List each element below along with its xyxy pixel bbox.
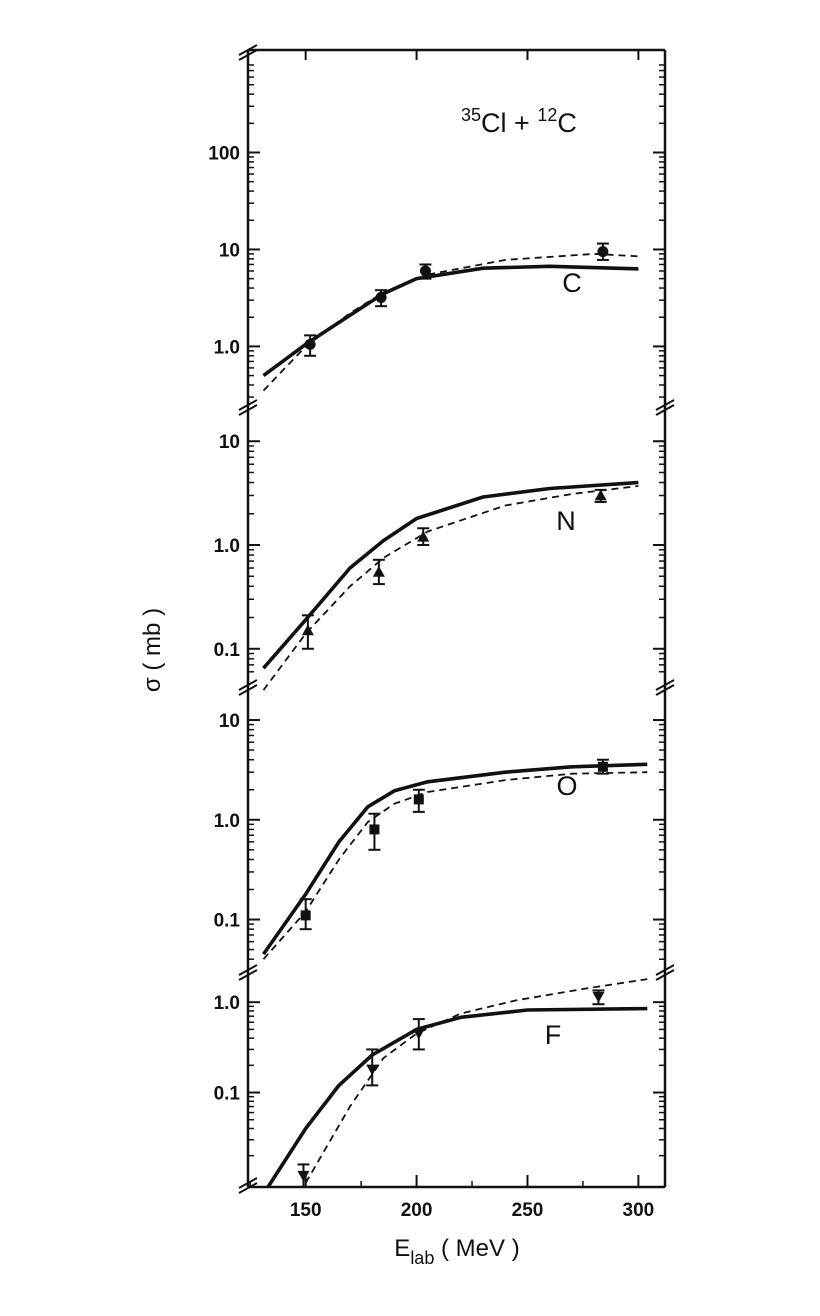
x-tick-label: 200	[401, 1200, 433, 1221]
chart-title: 35Cl + 12C	[461, 105, 577, 138]
data-point-triangle-down	[412, 1028, 425, 1040]
break-mark-left-2-b	[238, 684, 258, 696]
panel-label-c: C	[562, 268, 582, 298]
y-axis-title: σ ( mb )	[139, 608, 166, 692]
panel-label-o: O	[556, 771, 577, 801]
data-point-square	[369, 824, 380, 835]
panel-label-n: N	[556, 506, 576, 536]
y-tick-label: 10	[219, 711, 240, 732]
y-tick-label: 0.1	[214, 640, 241, 661]
data-point-triangle-up	[372, 565, 385, 577]
break-mark-right-1-a	[655, 399, 675, 411]
break-mark-top-left-a	[238, 44, 258, 56]
data-point-triangle-up	[594, 489, 607, 501]
break-mark-top-left-b	[238, 49, 258, 61]
break-mark-right-3-a	[655, 964, 675, 976]
data-point-square	[597, 761, 608, 772]
solid-curve-c	[262, 264, 639, 378]
break-mark-right-2-a	[655, 679, 675, 691]
panel-c: 1.0 10 100 C	[208, 64, 665, 398]
solid-curve-o	[262, 762, 648, 956]
dashed-curve-o	[262, 771, 648, 960]
break-mark-left-2-a	[238, 679, 258, 691]
y-tick-label: 100	[208, 144, 240, 165]
x-axis-title: Elab ( MeV )	[394, 1235, 519, 1268]
dashed-curve-n	[262, 485, 639, 691]
y-tick-label: 1.0	[214, 337, 240, 358]
break-mark-bottom-left-a	[238, 1177, 258, 1189]
data-point-circle	[419, 265, 431, 277]
data-point-triangle-down	[366, 1064, 379, 1076]
solid-curve-f	[266, 1006, 648, 1188]
data-point-square	[300, 910, 311, 921]
break-mark-bottom-left-b	[238, 1182, 258, 1194]
data-point-circle	[375, 291, 387, 303]
panel-label-f: F	[545, 1020, 562, 1050]
y-tick-label: 1.0	[214, 536, 240, 557]
data-point-circle	[304, 338, 316, 350]
dashed-curve-f	[304, 978, 648, 1184]
break-mark-left-3-a	[238, 964, 258, 976]
solid-curve-n	[262, 480, 639, 670]
x-tick-label: 300	[623, 1200, 655, 1221]
data-point-square	[413, 794, 424, 805]
break-mark-left-1-b	[238, 404, 258, 416]
data-point-triangle-down	[297, 1170, 310, 1182]
y-tick-label: 10	[219, 432, 240, 453]
y-tick-label: 1.0	[214, 811, 240, 832]
x-tick-label: 250	[512, 1200, 544, 1221]
y-tick-label: 0.1	[214, 911, 241, 932]
panel-o: 0.1 1.0 10 O	[214, 711, 665, 960]
x-tick-label: 150	[290, 1200, 322, 1221]
y-tick-label: 1.0	[214, 993, 240, 1014]
y-tick-label: 0.1	[214, 1084, 241, 1105]
break-mark-right-3-b	[655, 969, 675, 981]
break-mark-left-3-b	[238, 969, 258, 981]
data-point-triangle-up	[301, 624, 314, 636]
break-mark-right-1-b	[655, 404, 675, 416]
data-point-circle	[597, 246, 609, 258]
data-point-triangle-down	[592, 991, 605, 1003]
break-mark-right-2-b	[655, 684, 675, 696]
y-tick-label: 10	[219, 240, 240, 261]
data-point-triangle-up	[417, 530, 430, 542]
break-mark-left-1-a	[238, 399, 258, 411]
panel-f: 0.1 1.0 F	[214, 978, 665, 1188]
panel-n: 0.1 1.0 10 N	[214, 432, 665, 691]
